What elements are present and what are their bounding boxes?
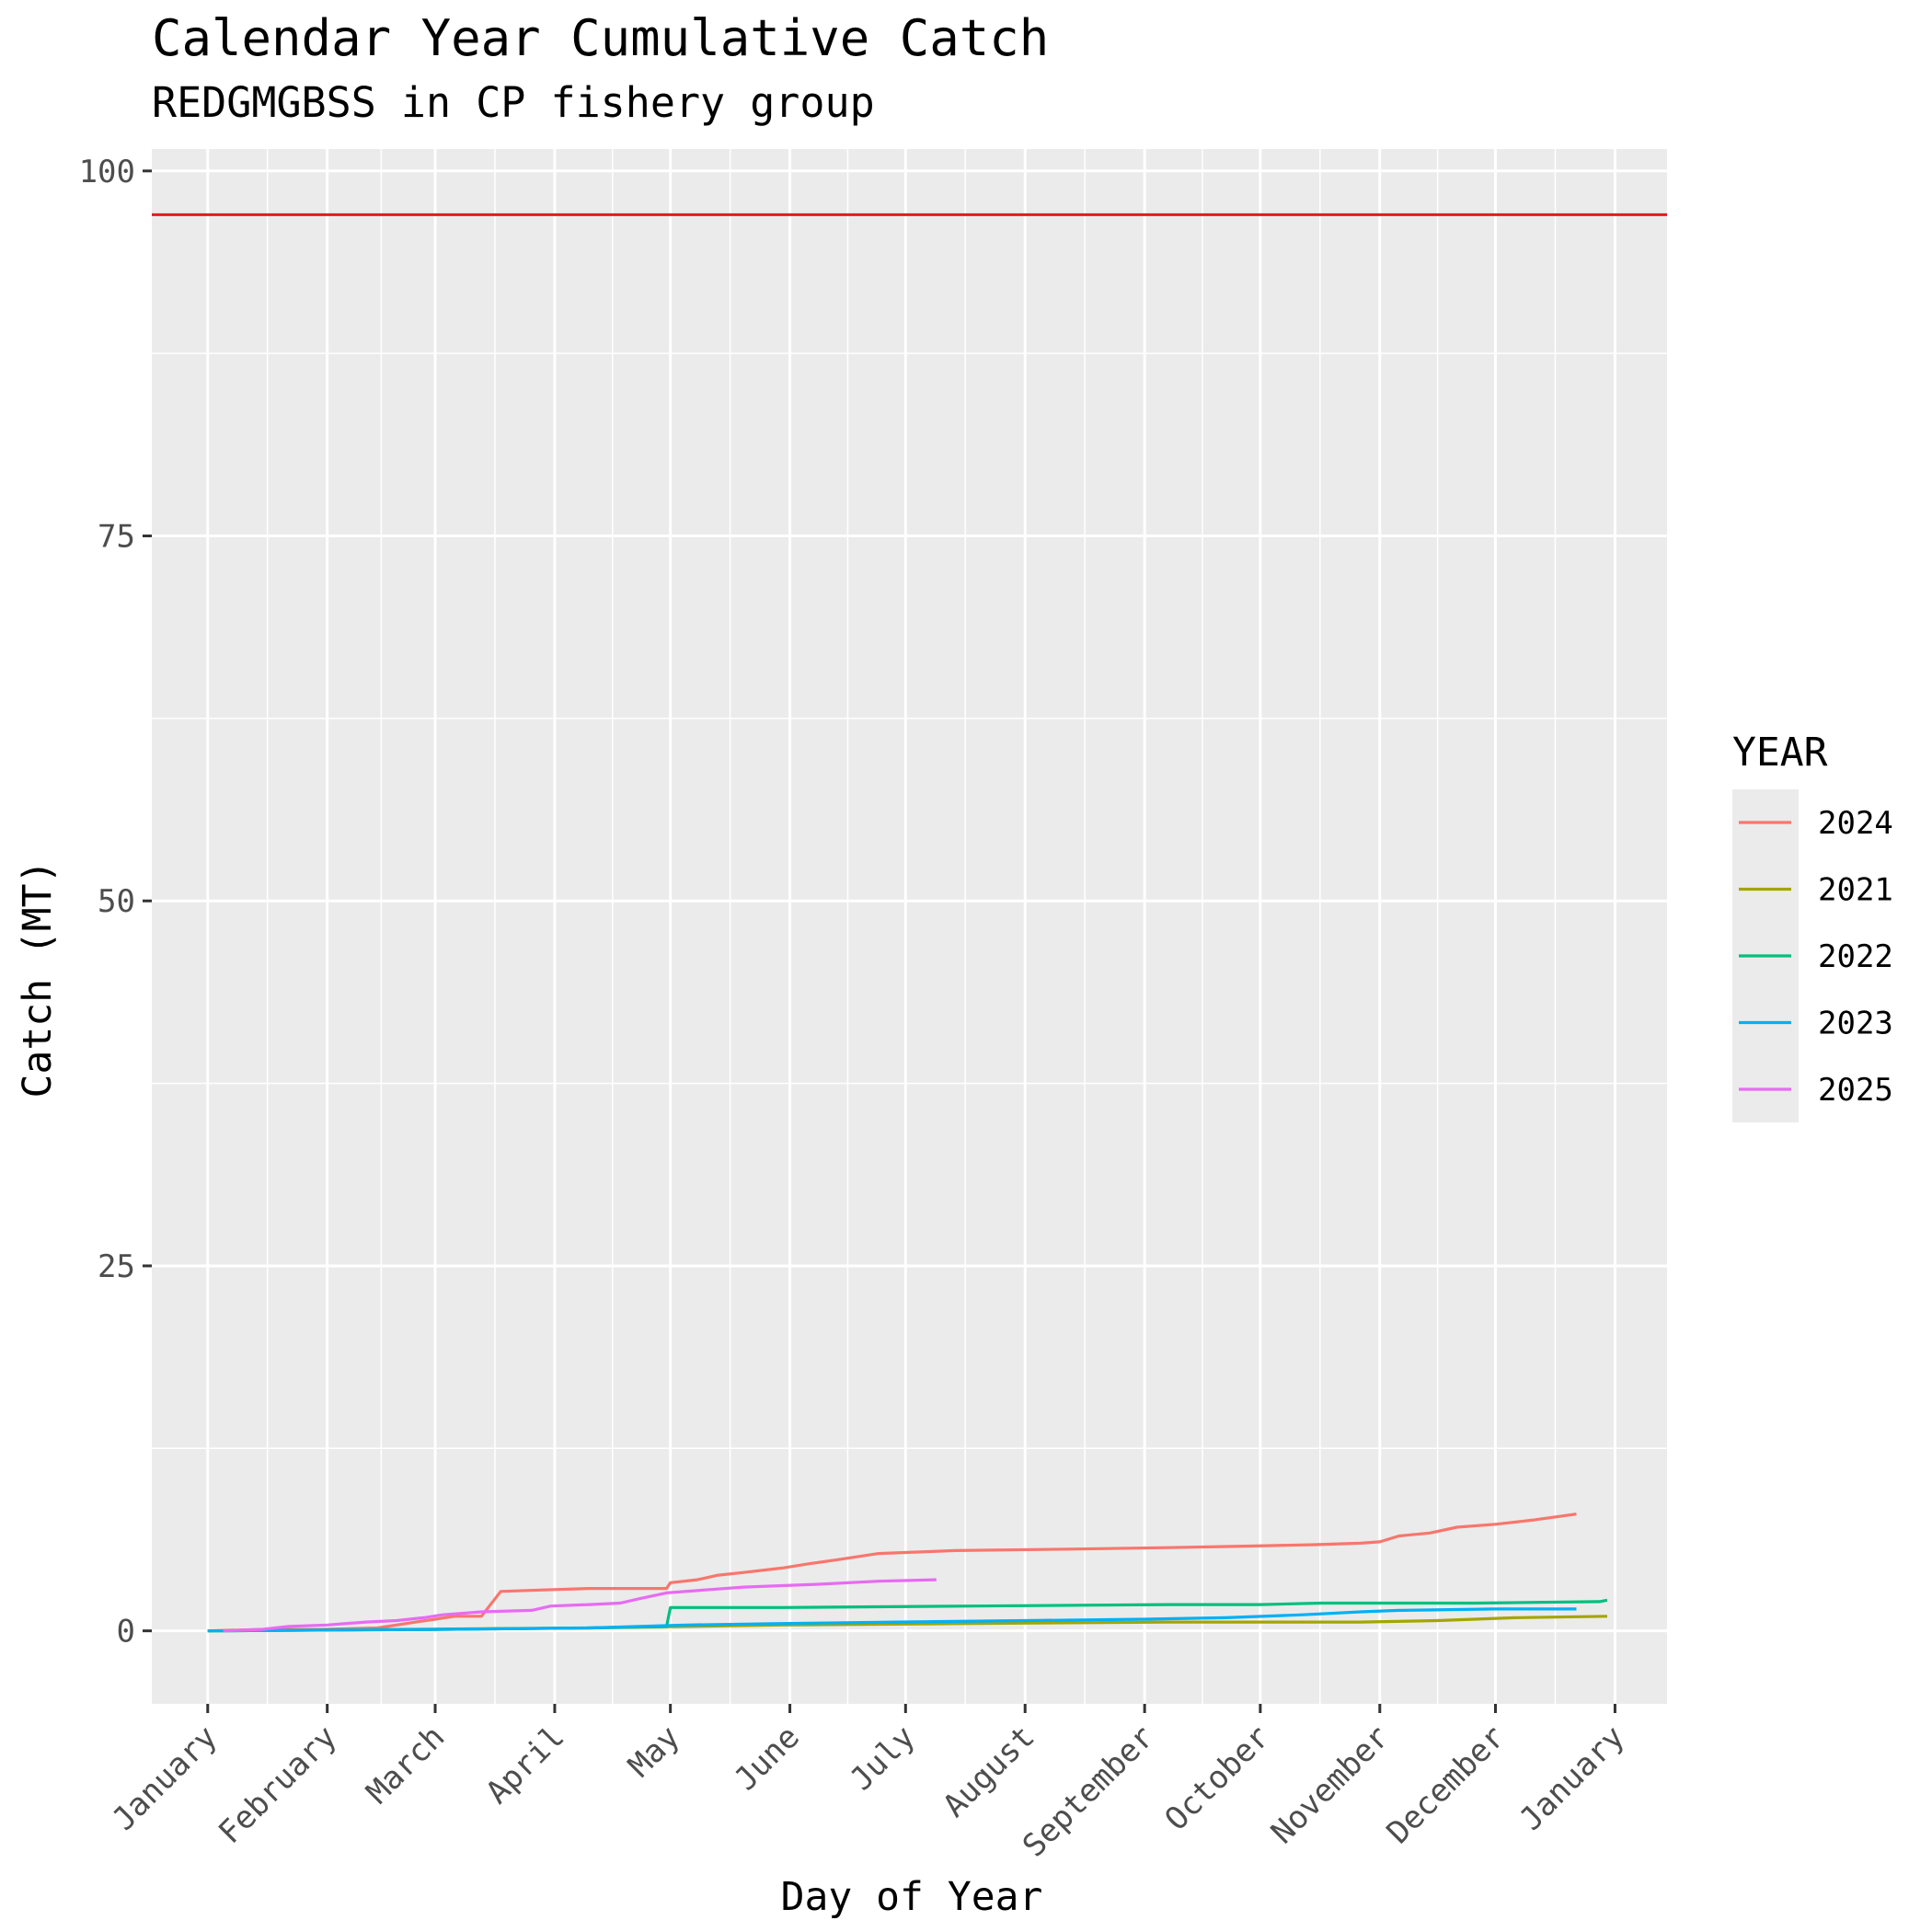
x-tick-label: October <box>1158 1719 1278 1838</box>
series-lines <box>207 1512 1608 1633</box>
series-line-2025 <box>223 1578 937 1633</box>
x-tick-label: May <box>621 1719 687 1785</box>
x-tick-label: March <box>360 1719 453 1811</box>
y-tick-label: 0 <box>117 1614 135 1650</box>
legend-label-2023: 2023 <box>1818 1006 1893 1042</box>
y-axis: 0 25 50 75 100 <box>79 154 152 1650</box>
x-tick-label: February <box>212 1719 344 1851</box>
legend-label-2025: 2025 <box>1818 1072 1893 1109</box>
legend: YEAR 2024 2021 2022 2023 2025 <box>1732 730 1893 1122</box>
legend-label-2022: 2022 <box>1818 938 1893 975</box>
minor-gridlines <box>152 149 1667 1704</box>
x-tick-label: April <box>479 1719 572 1811</box>
x-tick-label: June <box>728 1719 807 1798</box>
legend-title: YEAR <box>1732 730 1828 776</box>
x-tick-label: July <box>843 1719 922 1798</box>
major-gridlines <box>152 149 1667 1704</box>
x-tick-label: December <box>1380 1719 1512 1851</box>
x-tick-label: August <box>936 1719 1041 1824</box>
y-tick-label: 25 <box>98 1248 135 1285</box>
series-line-2023 <box>207 1607 1577 1633</box>
series-line-2024 <box>207 1512 1577 1633</box>
x-tick-label: January <box>1512 1719 1632 1838</box>
x-tick-label: November <box>1264 1719 1397 1851</box>
y-tick-label: 75 <box>98 519 135 556</box>
y-axis-title: Catch (MT) <box>15 860 61 1098</box>
y-tick-label: 100 <box>79 154 135 190</box>
chart-subtitle: REDGMGBSS in CP fishery group <box>152 78 875 127</box>
plot-panel <box>152 149 1667 1704</box>
legend-label-2024: 2024 <box>1818 805 1893 842</box>
chart-title: Calendar Year Cumulative Catch <box>152 9 1049 67</box>
x-tick-label: January <box>106 1719 225 1838</box>
y-tick-label: 50 <box>98 883 135 920</box>
legend-label-2021: 2021 <box>1818 872 1893 909</box>
x-axis-title: Day of Year <box>781 1874 1043 1920</box>
